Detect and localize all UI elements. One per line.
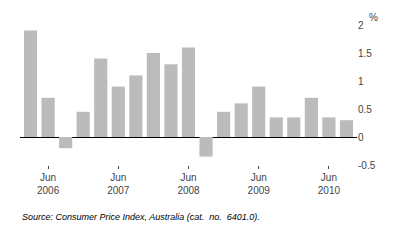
svg-text:Jun2010: Jun2010	[318, 172, 341, 196]
svg-text:1.5: 1.5	[358, 48, 372, 59]
svg-text:0: 0	[358, 132, 364, 143]
svg-text:Jun2009: Jun2009	[248, 172, 271, 196]
svg-text:Source: Consumer Price Index,: Source: Consumer Price Index, Australia …	[22, 212, 260, 222]
svg-text:Jun2008: Jun2008	[177, 172, 200, 196]
svg-text:Jun2006: Jun2006	[37, 172, 60, 196]
svg-text:Jun2007: Jun2007	[107, 172, 130, 196]
svg-text:-0.5: -0.5	[358, 160, 376, 171]
svg-text:0.5: 0.5	[358, 104, 372, 115]
svg-text:2: 2	[358, 20, 364, 31]
svg-text:1: 1	[358, 76, 364, 87]
svg-text:%: %	[369, 12, 378, 23]
